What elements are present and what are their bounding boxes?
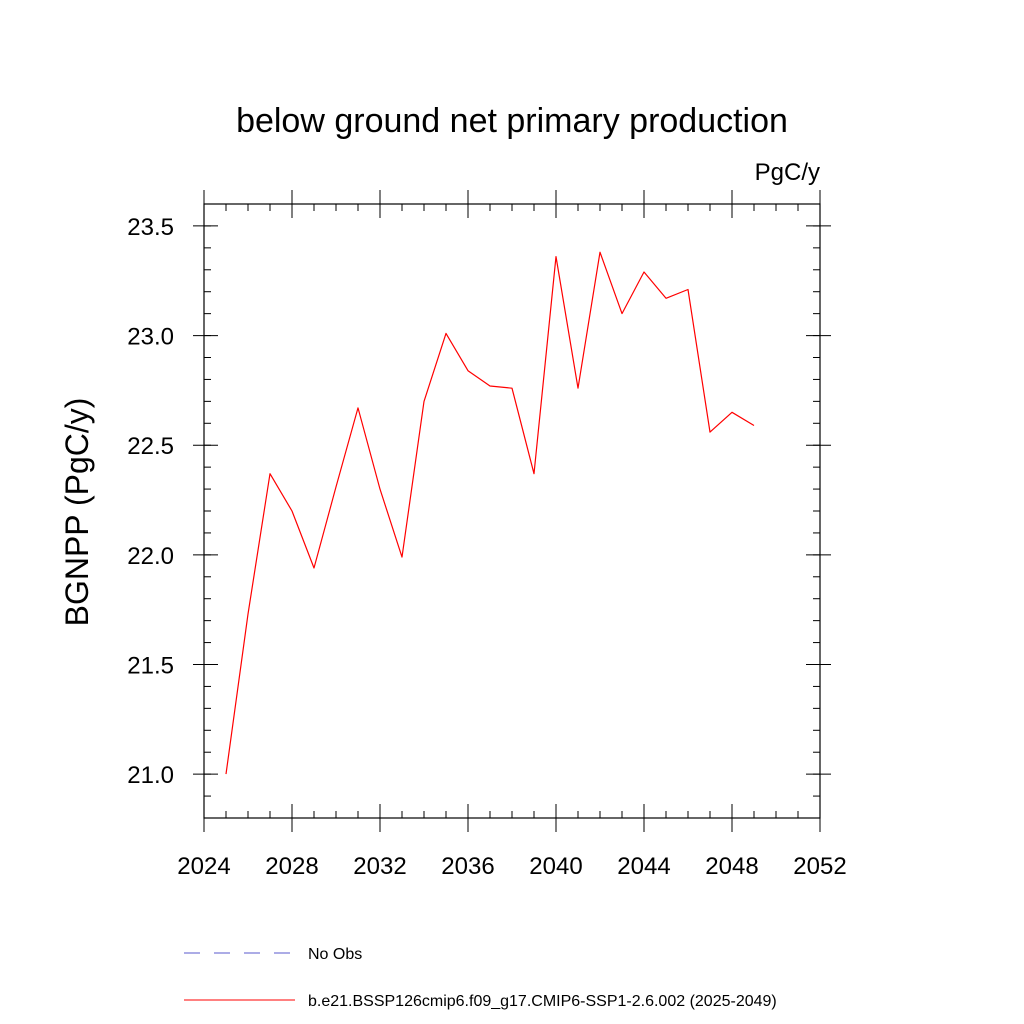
y-axis-label: BGNPP (PgC/y) (59, 398, 95, 627)
y-tick-label: 22.0 (127, 543, 174, 570)
x-tick-label: 2036 (441, 853, 494, 880)
y-tick-label: 23.0 (127, 324, 174, 351)
series-lines (225, 251, 755, 775)
chart-title: below ground net primary production (236, 102, 788, 140)
minor-ticks (203, 203, 821, 819)
legend-label: b.e21.BSSP126cmip6.f09_g17.CMIP6-SSP1-2.… (308, 993, 777, 1010)
y-tick-label: 21.0 (127, 762, 174, 789)
y-tick-label: 21.5 (127, 653, 174, 680)
plot-frame (203, 203, 821, 819)
y-tick-label: 22.5 (127, 433, 174, 460)
units-label: PgC/y (755, 159, 820, 186)
legend-label: No Obs (308, 946, 362, 963)
x-tick-label: 2040 (529, 853, 582, 880)
x-tick-label: 2024 (177, 853, 230, 880)
y-tick-label: 23.5 (127, 214, 174, 241)
major-ticks (193, 190, 831, 832)
x-tick-label: 2048 (705, 853, 758, 880)
x-tick-label: 2028 (265, 853, 318, 880)
x-tick-label: 2052 (793, 853, 846, 880)
legend: No Obs b.e21.BSSP126cmip6.f09_g17.CMIP6-S… (184, 946, 777, 1010)
x-tick-label: 2044 (617, 853, 670, 880)
series-line (225, 251, 755, 775)
tick-labels: 21.0 21.5 22.0 22.5 23.0 23.5 2024 2028 2032 2036… (127, 214, 846, 880)
x-tick-label: 2032 (353, 853, 406, 880)
